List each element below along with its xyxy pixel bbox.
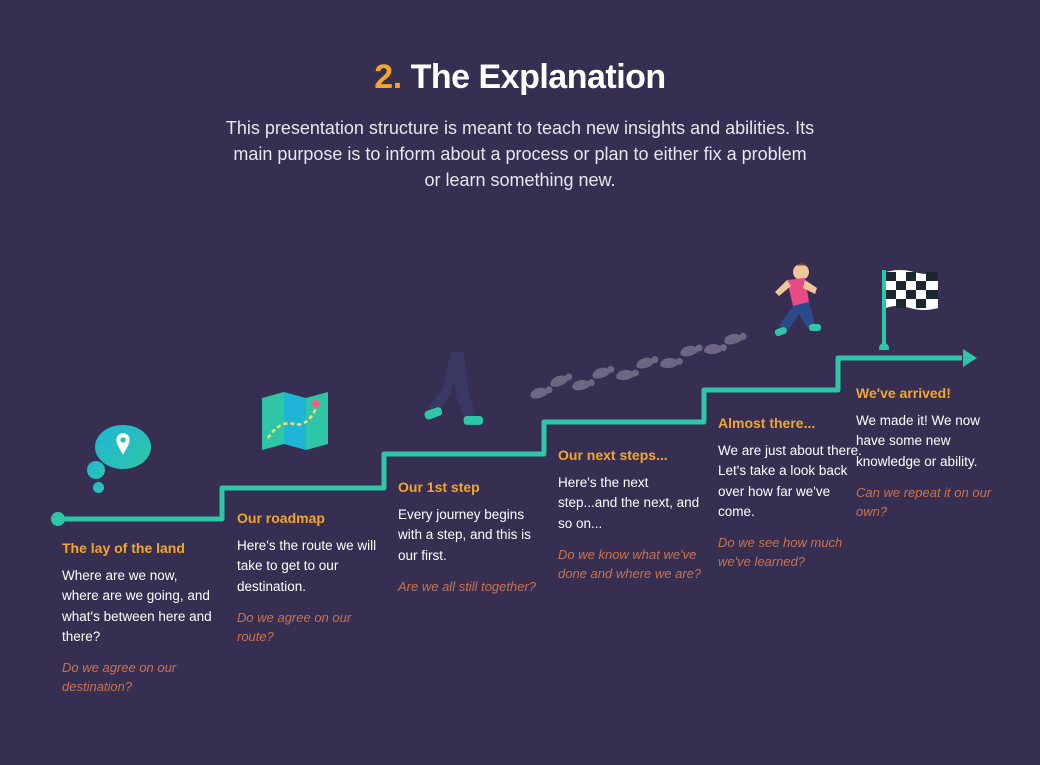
step-column: Almost there... We are just about there.…: [718, 415, 868, 572]
step-column: We've arrived! We made it! We now have s…: [856, 385, 1006, 521]
step-column: Our next steps... Here's the next step..…: [558, 447, 708, 583]
step-body: Here's the next step...and the next, and…: [558, 473, 708, 534]
step-question: Can we repeat it on our own?: [856, 484, 1006, 522]
step-heading: Our roadmap: [237, 510, 387, 526]
step-question: Do we agree on our route?: [237, 609, 387, 647]
step-question: Do we see how much we've learned?: [718, 534, 868, 572]
page-title: 2. The Explanation: [0, 58, 1040, 97]
step-column: Our roadmap Here's the route we will tak…: [237, 510, 387, 646]
step-body: Where are we now, where are we going, an…: [62, 566, 212, 647]
step-question: Do we agree on our destination?: [62, 659, 212, 697]
title-text: The Explanation: [411, 58, 666, 96]
staircase-diagram: The lay of the land Where are we now, wh…: [0, 230, 1040, 765]
step-heading: The lay of the land: [62, 540, 212, 556]
step-body: We are just about there. Let's take a lo…: [718, 441, 868, 522]
running-person-icon: [765, 262, 821, 353]
step-column: Our 1st step Every journey begins with a…: [398, 479, 548, 597]
step-heading: We've arrived!: [856, 385, 1006, 401]
step-heading: Our 1st step: [398, 479, 548, 495]
step-heading: Our next steps...: [558, 447, 708, 463]
step-body: We made it! We now have some new knowled…: [856, 411, 1006, 472]
subtitle: This presentation structure is meant to …: [225, 115, 815, 193]
folded-map-icon: [260, 390, 330, 457]
start-dot: [51, 512, 65, 526]
thought-bubble-pin-icon: [95, 425, 151, 469]
step-question: Are we all still together?: [398, 578, 548, 597]
title-number: 2.: [374, 58, 401, 96]
step-column: The lay of the land Where are we now, wh…: [62, 540, 212, 697]
step-question: Do we know what we've done and where we …: [558, 546, 708, 584]
end-arrow-icon: [963, 349, 977, 367]
checkered-flag-icon: [878, 270, 942, 355]
step-body: Here's the route we will take to get to …: [237, 536, 387, 597]
walking-legs-icon: [420, 352, 500, 437]
step-body: Every journey begins with a step, and th…: [398, 505, 548, 566]
step-heading: Almost there...: [718, 415, 868, 431]
footprints-icon: [530, 330, 730, 410]
